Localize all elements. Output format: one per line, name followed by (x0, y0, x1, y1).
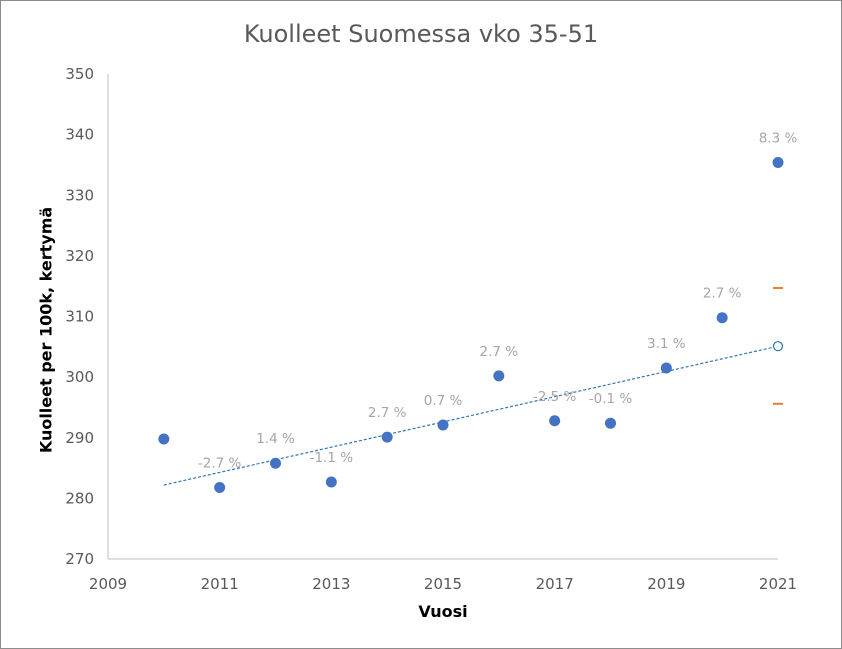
x-tick-label: 2017 (536, 575, 574, 593)
y-tick-label: 350 (65, 65, 94, 83)
data-point (660, 362, 672, 374)
data-label: -0.1 % (589, 391, 633, 407)
data-point (716, 312, 728, 324)
y-tick-labels: 270 280 290 300 310 320 330 340 350 (65, 65, 94, 568)
x-tick-label: 2009 (89, 575, 127, 593)
data-labels: -2.7 % 1.4 % -1.1 % 2.7 % 0.7 % 2.7 % -2.5 % -0… (198, 131, 798, 472)
forecast-bounds (773, 287, 783, 405)
x-tick-labels: 2009 2011 2013 2015 2017 2019 2021 (89, 575, 797, 593)
data-point (605, 417, 616, 429)
data-label: 2.7 % (703, 286, 742, 302)
y-tick-label: 270 (65, 550, 94, 568)
data-label: -2.7 % (198, 455, 242, 471)
data-label: 0.7 % (424, 393, 463, 409)
data-label: 3.1 % (647, 336, 686, 352)
data-point (325, 476, 337, 488)
chart-title: Kuolleet Suomessa vko 35-51 (243, 20, 599, 48)
data-label: -1.1 % (310, 450, 354, 466)
y-tick-label: 300 (65, 368, 94, 386)
x-tick-label: 2011 (201, 575, 239, 593)
data-label: 1.4 % (256, 431, 295, 447)
data-point (549, 415, 561, 427)
y-tick-label: 340 (65, 126, 94, 144)
data-label: -2.5 % (533, 389, 577, 405)
data-points (158, 157, 784, 493)
y-tick-label: 290 (65, 429, 94, 447)
y-tick-label: 320 (65, 247, 94, 265)
x-tick-label: 2021 (759, 575, 797, 593)
data-point (214, 481, 226, 493)
data-label: 2.7 % (368, 405, 407, 421)
trendline (163, 345, 779, 486)
data-label: 8.3 % (759, 131, 798, 147)
data-point (772, 157, 784, 169)
y-tick-label: 310 (65, 308, 94, 326)
forecast-point (772, 341, 784, 352)
y-tick-label: 280 (65, 489, 94, 507)
data-point (493, 370, 505, 382)
data-point (158, 433, 170, 445)
x-tick-label: 2013 (312, 575, 350, 593)
data-label: 2.7 % (480, 344, 519, 360)
data-point (437, 419, 449, 431)
data-point (270, 457, 281, 469)
y-tick-label: 330 (65, 186, 94, 204)
data-point (381, 431, 393, 443)
x-tick-label: 2015 (424, 575, 462, 593)
x-tick-label: 2019 (647, 575, 685, 593)
x-axis-label: Vuosi (418, 602, 468, 621)
